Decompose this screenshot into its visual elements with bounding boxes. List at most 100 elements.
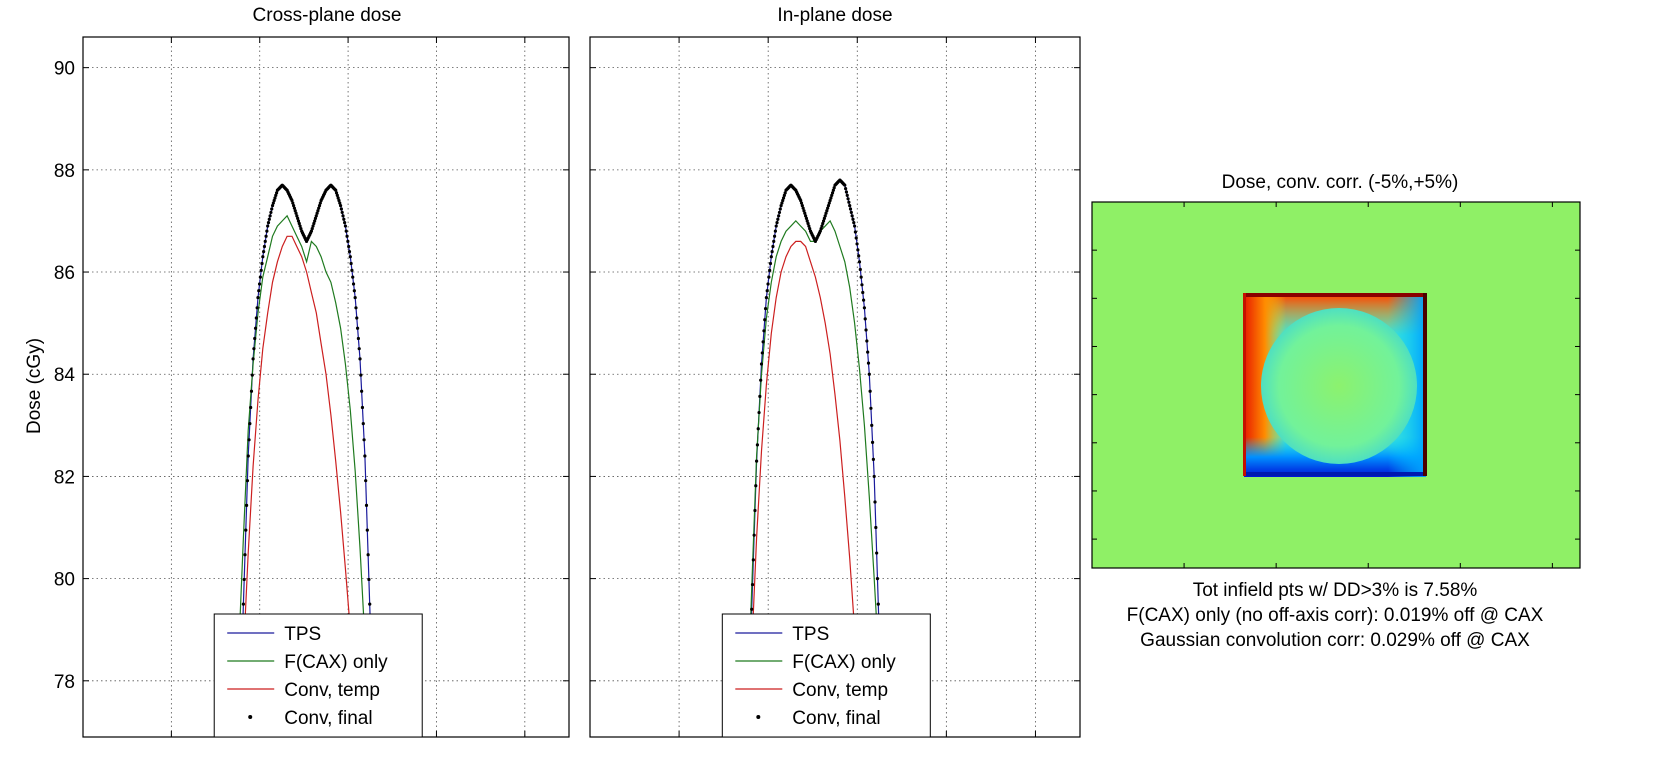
cross-plane-conv-final-point [313,216,318,220]
in-plane-conv-final-point [820,224,824,228]
in-plane-conv-final-point [857,260,862,264]
dose-map-ticks [1092,202,1580,568]
cross-plane-conv-final-point [360,405,365,410]
cross-plane-conv-final-point [317,206,321,210]
cross-plane-conv-final-point [274,191,279,195]
cross-plane-conv-final-point [257,282,262,286]
cross-plane-conv-final-point [354,306,358,310]
in-plane-panel: In-plane dose TPS F(CAX) only Conv, temp Co… [589,5,1081,738]
in-plane-conv-final-point [866,361,871,365]
cross-plane-conv-final-point [366,553,370,557]
in-plane-conv-final-point [770,249,774,254]
y-tick-label: 80 [54,570,75,591]
in-plane-conv-final-point [755,443,760,447]
in-plane-conv-final-point [783,191,787,195]
cross-plane-conv-final-point [314,214,318,218]
in-plane-conv-final-point [769,255,773,259]
in-plane-title: In-plane dose [777,5,892,26]
cross-plane-conv-final-point [338,204,343,208]
in-plane-conv-final-point [750,607,754,611]
stat-infield: Tot infield pts w/ DD>3% is 7.58% [1193,580,1478,601]
in-plane-conv-final-point [781,196,786,200]
cross-plane-conv-final-point [297,221,301,226]
cross-plane-conv-final-point [254,316,258,320]
in-plane-conv-final-point [866,350,870,354]
in-plane-conv-final-point [768,268,772,272]
in-plane-conv-final-point [827,201,831,205]
cross-plane-conv-final-point [350,268,354,272]
field-top-edge [1243,293,1427,297]
cross-plane-conv-final-point [309,229,314,233]
in-plane-conv-final-point [869,406,873,410]
cross-plane-conv-final-point [347,244,351,249]
cross-plane-conv-final-point [241,602,245,606]
cross-plane-legend-marker [248,715,253,719]
cross-plane-conv-final-point [292,204,296,208]
in-plane-conv-final-point [763,307,768,311]
cross-plane-conv-final-point [298,224,302,228]
in-plane-series [746,178,886,737]
cross-plane-conv-final-point [293,209,297,213]
in-plane-conv-final-point [858,267,862,272]
in-plane-conv-final-point [799,198,803,203]
in-plane-conv-final-point [850,214,854,218]
cross-plane-conv-final-point [349,261,353,266]
in-plane-conv-final-point [801,206,805,210]
in-plane-conv-final-point [873,500,877,504]
cross-plane-conv-final-point [249,389,254,393]
cross-plane-conv-final-point [359,373,363,377]
cross-plane-conv-final-point [351,282,356,286]
cross-plane-conv-final-point [336,196,340,200]
cross-plane-conv-final-point [296,219,301,223]
cross-plane-conv-final-point [299,227,303,231]
in-plane-conv-final-point [822,216,826,220]
cross-plane-conv-final-point [244,528,248,532]
in-plane-conv-final-point [867,372,871,376]
cross-plane-f-cax-only-line [237,214,372,737]
in-plane-conv-final-point [865,339,869,343]
in-plane-conv-final-point [761,340,765,344]
in-plane-conv-final-point [757,410,761,415]
cross-plane-conv-final-point [294,211,298,215]
in-plane-conv-final-point [800,204,804,208]
cross-plane-conv-final-point [246,454,250,458]
in-plane-conv-final-point [766,282,770,286]
y-tick-label: 88 [54,161,75,182]
cross-plane-conv-final-point [353,295,357,300]
cross-plane-conv-final-point [310,227,314,231]
in-plane-legend-label: TPS [792,624,829,645]
in-plane-conv-final-point [808,227,812,231]
in-plane-conv-final-point [773,229,777,233]
in-plane-conv-final-point [831,188,835,192]
cross-plane-conv-final-point [315,211,319,215]
y-tick-label: 78 [54,672,75,693]
cross-plane-conv-final-point [363,454,367,458]
in-plane-conv-final-point [765,289,769,293]
in-plane-conv-final-point [853,224,857,228]
in-plane-conv-final-point [830,191,835,195]
in-plane-conv-final-point [857,254,861,258]
cross-plane-conv-final-point [250,373,254,377]
in-plane-series-group [746,178,886,737]
in-plane-conv-final-point [807,224,811,228]
in-plane-conv-final-point [776,217,780,221]
cross-plane-conv-final-point [266,224,270,228]
cross-plane-conv-final-point [343,221,347,225]
cross-plane-conv-final-point [251,357,255,361]
in-plane-legend-label: Conv, final [792,708,880,729]
y-axis-label: Dose (cGy) [24,338,45,434]
in-plane-conv-final-point [752,533,756,537]
cross-plane-y-ticks: 78 80 82 84 86 88 90 [54,59,76,693]
stat-gaussian: Gaussian convolution corr: 0.029% off @ … [1140,630,1530,651]
in-plane-conv-final-point [830,193,834,197]
in-plane-conv-final-point [853,230,858,234]
in-plane-grid [590,37,1080,737]
cross-plane-conv-final-point [256,295,260,300]
cross-plane-conv-final-point [269,210,273,215]
cross-plane-conv-final-point [364,503,369,507]
cross-plane-conv-final-point [273,196,277,200]
field-bottom-edge [1243,472,1427,476]
dose-map-title: Dose, conv. corr. (-5%,+5%) [1222,172,1459,193]
in-plane-conv-final-point [762,329,766,333]
